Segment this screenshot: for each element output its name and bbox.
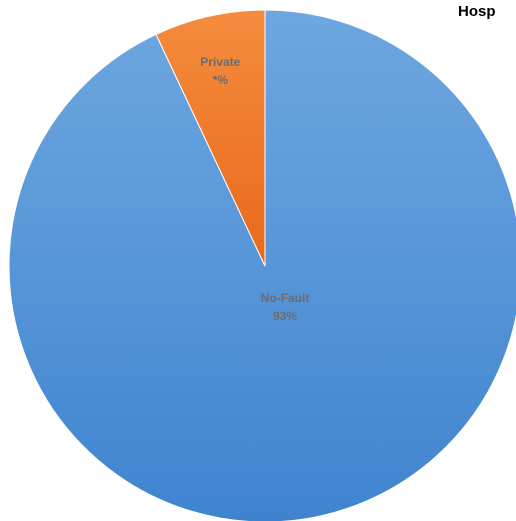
chart-title: Hosp	[458, 3, 496, 20]
slice-label-name: Private	[200, 55, 240, 69]
slice-label-name: No-Fault	[261, 291, 310, 305]
pie-slice-no-fault	[8, 9, 516, 521]
pie-slice-private	[155, 9, 266, 267]
slice-label-value: *%	[213, 73, 229, 87]
slice-label-value: 93%	[273, 309, 297, 323]
